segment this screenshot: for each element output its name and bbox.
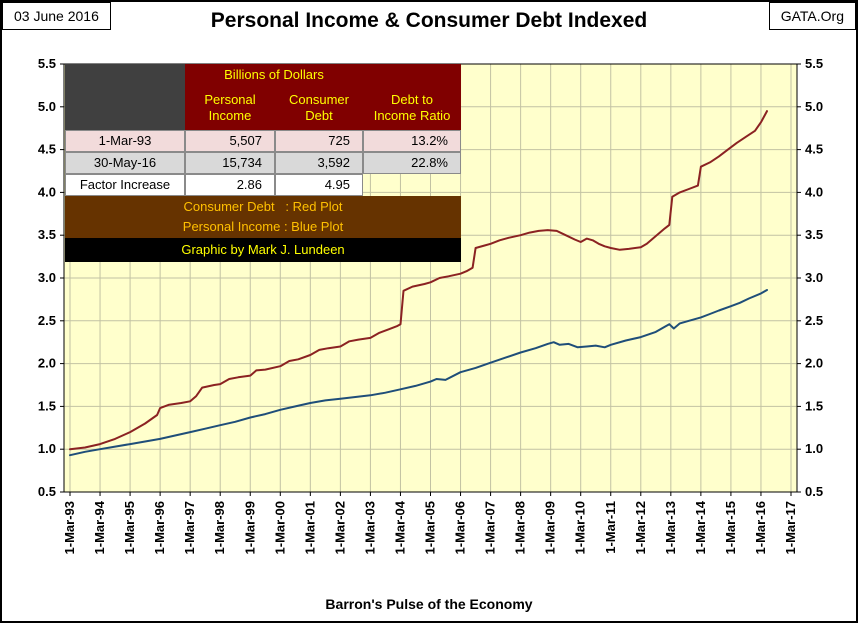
x-axis-label: 1-Mar-13 xyxy=(663,501,678,554)
y-axis-label-right: 3.5 xyxy=(805,227,823,242)
row-value-ratio-empty xyxy=(363,174,461,196)
row-value-ratio: 13.2% xyxy=(363,130,461,152)
x-axis-label: 1-Mar-09 xyxy=(543,501,558,554)
row-value-personal-income: 15,734 xyxy=(185,152,275,174)
y-axis-label-right: 5.0 xyxy=(805,99,823,114)
x-axis-label: 1-Mar-95 xyxy=(122,501,137,554)
col-header-consumer-debt: Consumer Debt xyxy=(275,86,363,130)
y-axis-label-left: 0.5 xyxy=(38,484,56,499)
x-axis-label: 1-Mar-11 xyxy=(603,501,618,554)
x-axis-label: 1-Mar-97 xyxy=(182,501,197,554)
x-axis-label: 1-Mar-06 xyxy=(453,501,468,554)
x-axis-label: 1-Mar-00 xyxy=(272,501,287,554)
personal-income-line xyxy=(69,289,768,457)
y-axis-label-left: 4.0 xyxy=(38,184,56,199)
x-axis-label: 1-Mar-05 xyxy=(423,501,438,554)
x-axis-label: 1-Mar-02 xyxy=(332,501,347,554)
consumer-debt-line xyxy=(69,110,768,451)
x-axis-label: 1-Mar-17 xyxy=(783,501,798,554)
x-axis-label: 1-Mar-16 xyxy=(753,501,768,554)
x-axis-label: 1-Mar-12 xyxy=(633,501,648,554)
table-header-group: Billions of Dollars xyxy=(185,64,363,86)
x-axis-label: 1-Mar-94 xyxy=(92,500,107,554)
y-axis-label-right: 4.5 xyxy=(805,142,823,157)
y-axis-label-right: 5.5 xyxy=(805,56,823,71)
y-axis-label-left: 1.0 xyxy=(38,441,56,456)
y-axis-label-right: 0.5 xyxy=(805,484,823,499)
legend-personal-income: Personal Income : Blue Plot xyxy=(182,219,344,234)
x-axis-caption: Barron's Pulse of the Economy xyxy=(325,596,533,612)
chart-legend: Consumer Debt : Red Plot Personal Income… xyxy=(65,196,461,238)
x-axis-label: 1-Mar-99 xyxy=(242,501,257,554)
row-value-consumer-debt: 4.95 xyxy=(275,174,363,196)
data-table: Billions of Dollars Personal Income Cons… xyxy=(65,64,461,262)
x-axis-label: 1-Mar-15 xyxy=(723,501,738,554)
x-axis-label: 1-Mar-98 xyxy=(212,501,227,554)
y-axis-label-left: 3.0 xyxy=(38,270,56,285)
row-value-personal-income: 2.86 xyxy=(185,174,275,196)
x-axis-label: 1-Mar-01 xyxy=(302,501,317,554)
row-value-personal-income: 5,507 xyxy=(185,130,275,152)
y-axis-label-right: 2.5 xyxy=(805,313,823,328)
y-axis-label-left: 5.5 xyxy=(38,56,56,71)
table-corner-cell xyxy=(65,64,185,130)
row-label: 30-May-16 xyxy=(65,152,185,174)
credit-line: Graphic by Mark J. Lundeen xyxy=(65,238,461,262)
y-axis-label-right: 2.0 xyxy=(805,356,823,371)
y-axis-label-right: 3.0 xyxy=(805,270,823,285)
y-axis-label-left: 4.5 xyxy=(38,142,56,157)
row-value-ratio: 22.8% xyxy=(363,152,461,174)
date-box: 03 June 2016 xyxy=(2,2,111,30)
x-axis-label: 1-Mar-08 xyxy=(513,501,528,554)
row-value-consumer-debt: 3,592 xyxy=(275,152,363,174)
x-axis-label: 1-Mar-10 xyxy=(573,501,588,554)
col-header-ratio: Debt to Income Ratio xyxy=(363,86,461,130)
y-axis-label-left: 5.0 xyxy=(38,99,56,114)
legend-consumer-debt: Consumer Debt : Red Plot xyxy=(183,199,343,214)
y-axis-label-right: 1.0 xyxy=(805,441,823,456)
x-axis-label: 1-Mar-93 xyxy=(62,501,77,554)
page-title: Personal Income & Consumer Debt Indexed xyxy=(210,9,648,32)
brand-box: GATA.Org xyxy=(768,2,856,30)
y-axis-label-left: 1.5 xyxy=(38,398,56,413)
table-header-spacer xyxy=(363,64,461,86)
row-value-consumer-debt: 725 xyxy=(275,130,363,152)
row-label: 1-Mar-93 xyxy=(65,130,185,152)
x-axis-label: 1-Mar-04 xyxy=(392,500,407,554)
y-axis-label-left: 2.5 xyxy=(38,313,56,328)
y-axis-label-left: 2.0 xyxy=(38,356,56,371)
x-axis-label: 1-Mar-07 xyxy=(483,501,498,554)
y-axis-label-right: 1.5 xyxy=(805,398,823,413)
y-axis-label-right: 4.0 xyxy=(805,184,823,199)
col-header-personal-income: Personal Income xyxy=(185,86,275,130)
x-axis-label: 1-Mar-14 xyxy=(693,500,708,554)
x-axis-label: 1-Mar-03 xyxy=(362,501,377,554)
row-label: Factor Increase xyxy=(65,174,185,196)
x-axis-label: 1-Mar-96 xyxy=(152,501,167,554)
y-axis-label-left: 3.5 xyxy=(38,227,56,242)
